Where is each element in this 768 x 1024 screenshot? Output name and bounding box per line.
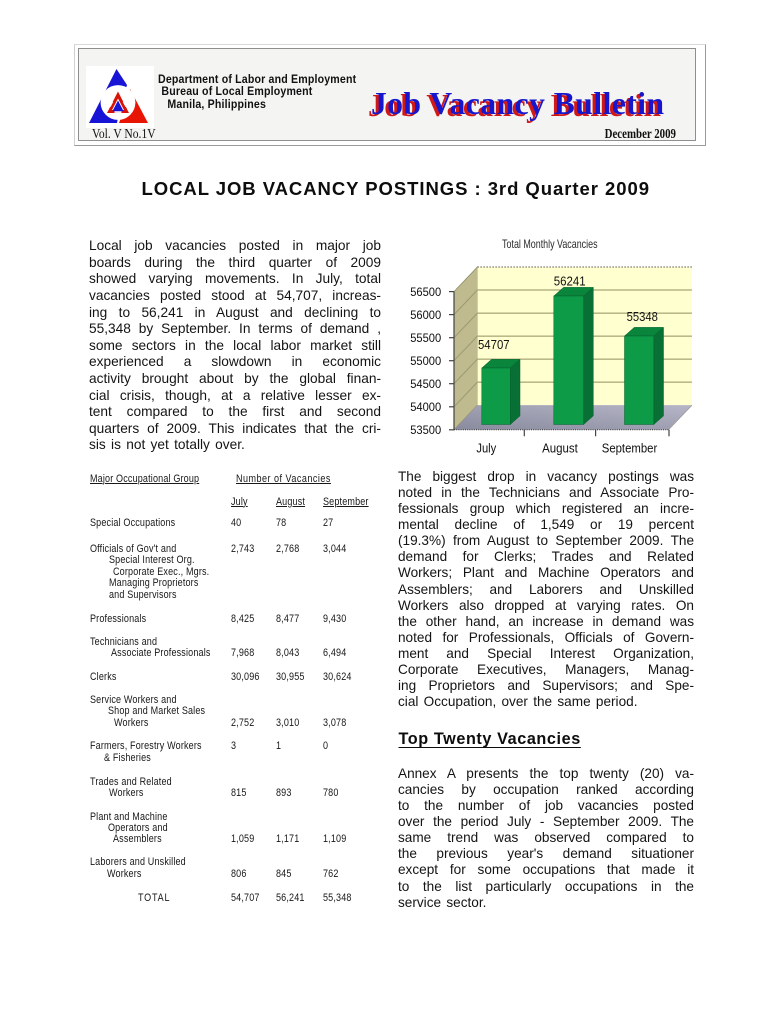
svg-text:54000: 54000 — [410, 400, 441, 414]
svg-text:September: September — [602, 441, 658, 456]
svg-text:54500: 54500 — [410, 377, 441, 391]
svg-text:54707: 54707 — [478, 337, 510, 352]
svg-text:53500: 53500 — [410, 423, 441, 437]
svg-text:56500: 56500 — [410, 285, 441, 299]
svg-text:July: July — [476, 441, 496, 456]
svg-text:Total Monthly Vacancies: Total Monthly Vacancies — [502, 237, 598, 251]
svg-text:55000: 55000 — [410, 354, 441, 368]
svg-text:56241: 56241 — [554, 274, 586, 289]
svg-text:55348: 55348 — [627, 309, 658, 324]
svg-text:August: August — [542, 441, 578, 456]
svg-text:56000: 56000 — [410, 308, 441, 322]
svg-text:55500: 55500 — [410, 331, 441, 345]
